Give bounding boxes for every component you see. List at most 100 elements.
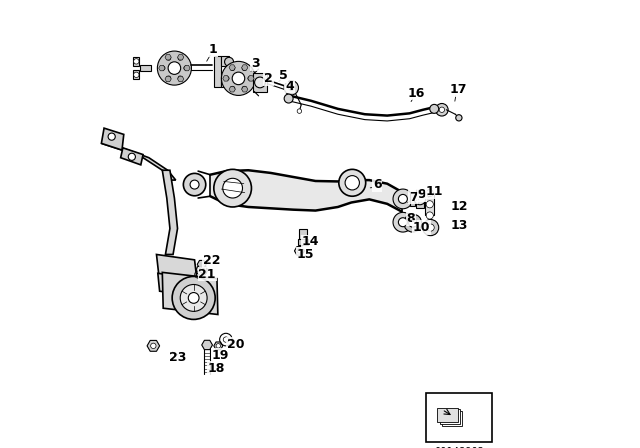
Circle shape bbox=[409, 219, 417, 227]
Polygon shape bbox=[229, 86, 236, 92]
Circle shape bbox=[134, 59, 139, 64]
Text: 15: 15 bbox=[297, 248, 314, 261]
Circle shape bbox=[339, 169, 365, 196]
Bar bbox=[416, 190, 424, 208]
Polygon shape bbox=[214, 342, 223, 350]
Circle shape bbox=[393, 189, 413, 209]
Bar bbox=[442, 411, 462, 426]
Circle shape bbox=[178, 76, 182, 80]
Polygon shape bbox=[294, 246, 305, 255]
Text: 7: 7 bbox=[409, 190, 417, 204]
Bar bbox=[140, 65, 151, 71]
Polygon shape bbox=[163, 170, 177, 254]
Circle shape bbox=[108, 133, 115, 140]
Polygon shape bbox=[156, 254, 196, 279]
Bar bbox=[300, 229, 307, 241]
Circle shape bbox=[242, 66, 246, 70]
Circle shape bbox=[196, 265, 207, 276]
Circle shape bbox=[398, 194, 408, 203]
Polygon shape bbox=[158, 273, 197, 297]
Polygon shape bbox=[210, 170, 401, 211]
Circle shape bbox=[223, 178, 243, 198]
Polygon shape bbox=[223, 76, 229, 81]
Circle shape bbox=[456, 115, 462, 121]
Circle shape bbox=[166, 56, 171, 60]
Text: 8: 8 bbox=[406, 212, 415, 225]
Circle shape bbox=[427, 224, 435, 231]
Text: 17: 17 bbox=[449, 83, 467, 96]
Circle shape bbox=[439, 107, 445, 112]
Text: 22: 22 bbox=[203, 254, 220, 267]
Text: 3: 3 bbox=[251, 57, 259, 70]
Polygon shape bbox=[248, 76, 254, 81]
Polygon shape bbox=[177, 76, 184, 82]
Circle shape bbox=[200, 268, 204, 272]
Circle shape bbox=[284, 94, 293, 103]
Polygon shape bbox=[184, 65, 190, 71]
Circle shape bbox=[426, 201, 433, 208]
Circle shape bbox=[190, 180, 199, 189]
Text: 21: 21 bbox=[198, 267, 216, 281]
Circle shape bbox=[430, 104, 439, 113]
Polygon shape bbox=[229, 65, 236, 70]
Circle shape bbox=[426, 212, 433, 219]
Circle shape bbox=[166, 76, 171, 80]
Polygon shape bbox=[120, 148, 143, 165]
Circle shape bbox=[422, 220, 439, 236]
Circle shape bbox=[157, 51, 191, 85]
Circle shape bbox=[436, 103, 448, 116]
Circle shape bbox=[393, 212, 413, 232]
Circle shape bbox=[297, 109, 301, 113]
Text: 5: 5 bbox=[279, 69, 287, 82]
Circle shape bbox=[168, 62, 180, 74]
Circle shape bbox=[230, 86, 235, 90]
Bar bbox=[425, 193, 435, 215]
Circle shape bbox=[289, 85, 294, 90]
Text: 4: 4 bbox=[285, 79, 294, 93]
Polygon shape bbox=[221, 56, 229, 66]
Circle shape bbox=[183, 173, 205, 196]
Polygon shape bbox=[163, 272, 218, 314]
Polygon shape bbox=[241, 86, 248, 92]
Polygon shape bbox=[133, 57, 140, 66]
Circle shape bbox=[172, 276, 215, 319]
Bar bbox=[298, 239, 308, 245]
Text: 2: 2 bbox=[264, 72, 273, 85]
Text: 12: 12 bbox=[450, 199, 468, 213]
Circle shape bbox=[150, 343, 156, 349]
Circle shape bbox=[404, 214, 422, 232]
Polygon shape bbox=[221, 77, 229, 87]
Circle shape bbox=[255, 77, 266, 88]
Polygon shape bbox=[101, 128, 124, 150]
Bar bbox=[426, 393, 492, 442]
Circle shape bbox=[188, 293, 199, 303]
Polygon shape bbox=[147, 340, 159, 351]
Circle shape bbox=[248, 76, 252, 81]
Circle shape bbox=[128, 153, 136, 160]
Polygon shape bbox=[202, 340, 212, 349]
Polygon shape bbox=[241, 65, 248, 70]
Circle shape bbox=[225, 57, 234, 66]
Circle shape bbox=[223, 337, 228, 342]
Circle shape bbox=[134, 72, 139, 78]
Circle shape bbox=[178, 56, 182, 60]
Circle shape bbox=[230, 66, 235, 70]
Circle shape bbox=[180, 284, 207, 311]
Circle shape bbox=[214, 169, 252, 207]
Polygon shape bbox=[101, 143, 176, 180]
Polygon shape bbox=[214, 56, 221, 87]
Circle shape bbox=[232, 72, 244, 85]
Circle shape bbox=[225, 77, 234, 86]
Polygon shape bbox=[165, 55, 172, 60]
Bar bbox=[437, 408, 458, 422]
Circle shape bbox=[184, 66, 188, 70]
Text: 16: 16 bbox=[408, 86, 425, 100]
Circle shape bbox=[414, 193, 426, 205]
Text: 10: 10 bbox=[413, 221, 431, 234]
Text: 1: 1 bbox=[208, 43, 217, 56]
Text: 14: 14 bbox=[301, 235, 319, 249]
Bar bbox=[440, 409, 460, 424]
Polygon shape bbox=[133, 70, 140, 79]
Circle shape bbox=[297, 249, 301, 253]
Text: 19: 19 bbox=[212, 349, 229, 362]
